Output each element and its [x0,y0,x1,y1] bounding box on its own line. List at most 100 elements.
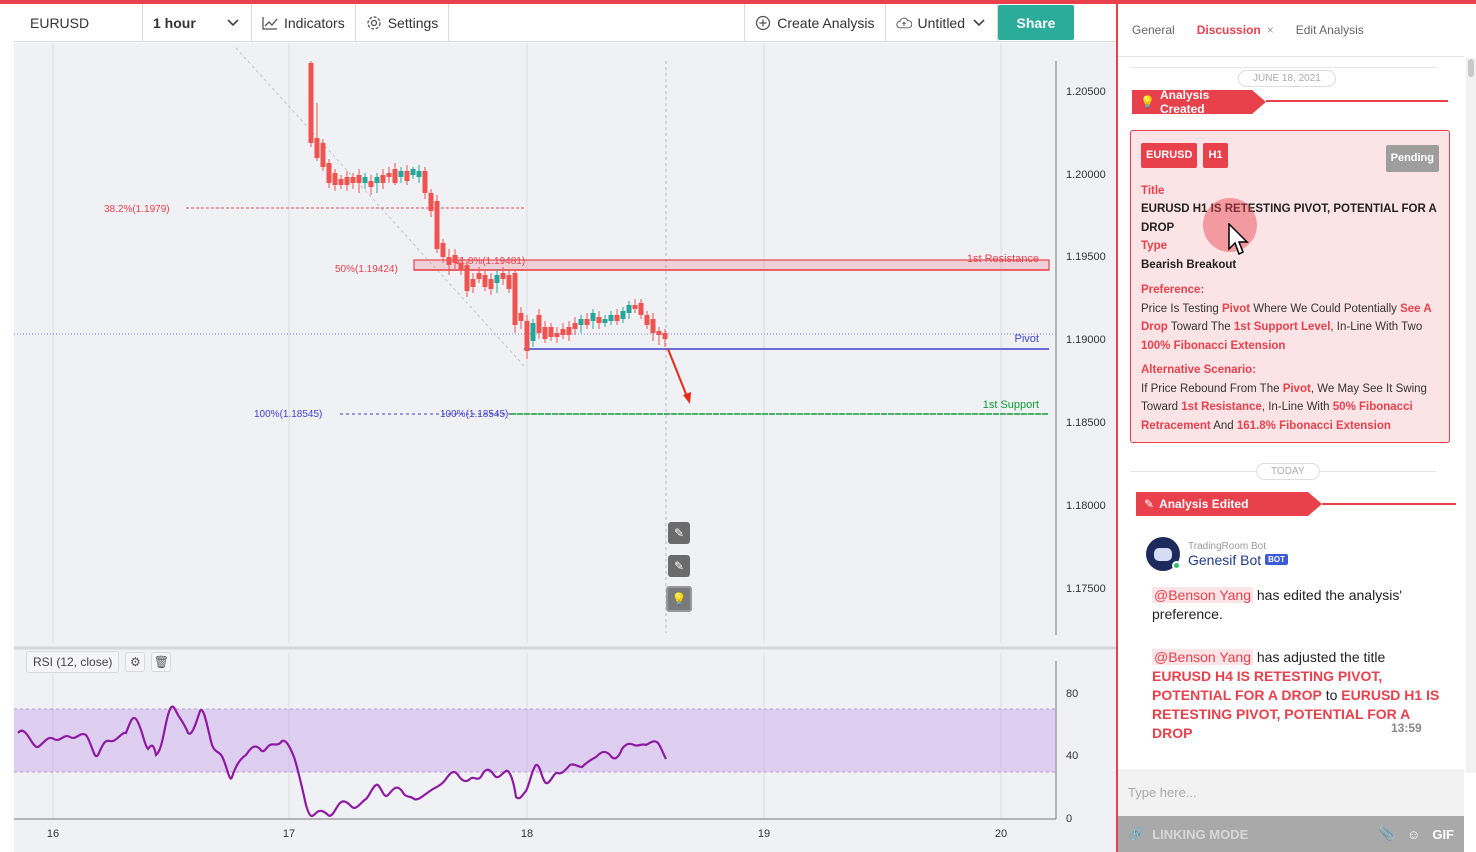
candle-body [404,171,410,181]
message-time: 13:59 [1391,721,1422,735]
linking-mode-label[interactable]: LINKING MODE [1152,826,1249,842]
rsi-axis-ticks: 80 40 0 [1066,688,1078,825]
mention[interactable]: @Benson Yang [1152,587,1253,603]
tab-discussion[interactable]: Discussion × [1197,23,1274,37]
candle-body [638,303,644,315]
candle-body [308,63,314,143]
candle-body [482,275,488,287]
candle-body [380,175,386,183]
candle-body [542,327,548,339]
gear-icon [366,15,382,31]
bearish-arrow [667,348,691,404]
trash-icon: 🗑 [153,655,169,669]
link-icon[interactable]: 🔗 [1128,826,1145,841]
rsi-settings-button[interactable]: ⚙ [125,652,146,672]
candle-body [392,169,398,183]
emoji-icon[interactable]: ☺ [1407,826,1421,842]
scrollbar-track[interactable] [1466,58,1476,773]
candle-body [398,171,404,177]
fib-50-label: 50%(1.19424) [335,264,398,275]
candle-body [536,315,542,333]
candle-body [584,319,590,325]
chart-area[interactable]: 1.20500 1.20000 1.19500 1.19000 1.18500 … [14,43,1116,852]
bot-header: TradingRoom Bot Genesif Bot BOT [1146,537,1289,571]
avatar[interactable] [1146,537,1181,571]
price-tick: 1.18500 [1066,417,1106,429]
edit-drawing-button-2[interactable]: ✎ [668,555,690,577]
analysis-idea-button[interactable]: 💡 [666,586,692,612]
pivot-label: Pivot [1015,333,1039,345]
candle-body [596,317,602,323]
rsi-label[interactable]: RSI (12, close) [26,651,120,673]
preference-text: Price Is Testing Pivot Where We Could Po… [1141,302,1432,352]
fib-618-label: 61.8%(1.19481) [454,256,525,267]
candle-body [614,315,620,321]
status-badge: Pending [1385,145,1439,172]
candle-body [494,275,500,283]
indicators-button[interactable]: Indicators [252,4,356,41]
tab-discussion-label: Discussion [1196,23,1261,37]
candle-body [440,243,446,257]
candlesticks [308,61,668,359]
create-analysis-button[interactable]: Create Analysis [745,4,886,41]
edit-drawing-button[interactable]: ✎ [668,522,690,544]
price-chart[interactable]: 1.20500 1.20000 1.19500 1.19000 1.18500 … [14,43,1116,852]
scrollbar-thumb[interactable] [1468,59,1474,77]
type-label: Type [1141,240,1167,252]
candle-body [506,275,512,289]
fib-382-label: 38.2%(1.1979) [104,204,170,215]
rsi-delete-button[interactable]: 🗑 [151,652,172,672]
pencil-icon: ✎ [673,559,685,573]
rsi-tick: 0 [1066,813,1072,825]
analysis-edited-flag: ✎ Analysis Edited [1136,492,1322,516]
gif-button[interactable]: GIF [1432,826,1454,842]
candle-body [608,315,614,321]
candle-body [488,279,494,289]
layout-name-selector[interactable]: Untitled [886,4,998,41]
symbol-label: EURUSD [30,14,90,31]
lightbulb-icon: 💡 [1140,95,1155,109]
price-tick: 1.19000 [1066,334,1106,346]
rsi-tick: 40 [1066,750,1078,762]
analysis-panel: General Discussion × Edit Analysis JUNE 1… [1116,4,1476,852]
mention[interactable]: @Benson Yang [1152,649,1253,665]
message-input[interactable]: Type here... [1118,769,1464,816]
price-axis-ticks: 1.20500 1.20000 1.19500 1.19000 1.18500 … [1066,86,1106,595]
settings-button[interactable]: Settings [356,4,450,41]
resistance-zone[interactable] [413,259,1050,271]
interval-selector[interactable]: 1 hour [143,4,252,41]
plus-circle-icon [755,15,771,31]
card-badges: EURUSD H1 [1141,143,1439,168]
candle-body [410,169,416,175]
candle-body [650,319,656,333]
price-tick: 1.17500 [1066,583,1106,595]
date-tick: 20 [995,828,1007,840]
paperclip-icon[interactable]: 📎 [1378,826,1396,841]
candle-body [560,329,566,335]
toolbar-end-spacer [1074,4,1116,41]
candle-body [476,273,482,279]
tab-edit-analysis[interactable]: Edit Analysis [1295,23,1364,37]
title-label: Title [1141,184,1165,197]
message-2: @Benson Yang has adjusted the title EURU… [1152,649,1440,741]
symbol-selector[interactable]: EURUSD [14,4,143,41]
candle-body [374,177,380,183]
candle-body [362,177,368,183]
candle-body [512,273,518,325]
price-tick: 1.19500 [1066,251,1106,263]
candle-body [578,319,584,325]
share-button[interactable]: Share [998,5,1074,40]
create-analysis-label: Create Analysis [777,14,875,31]
close-icon[interactable]: × [1266,23,1274,37]
candle-body [500,273,506,279]
tab-general[interactable]: General [1132,23,1175,37]
bot-name[interactable]: Genesif Bot BOT [1188,552,1289,568]
indicators-label: Indicators [284,14,345,31]
rsi-tick: 80 [1066,688,1078,700]
date-separator: JUNE 18, 2021 [1238,70,1336,87]
resistance-label: 1st Resistance [967,253,1039,265]
date-tick: 16 [47,828,59,840]
timeframe-badge: H1 [1203,143,1228,168]
candle-body [446,257,452,265]
rsi-line [17,705,667,818]
